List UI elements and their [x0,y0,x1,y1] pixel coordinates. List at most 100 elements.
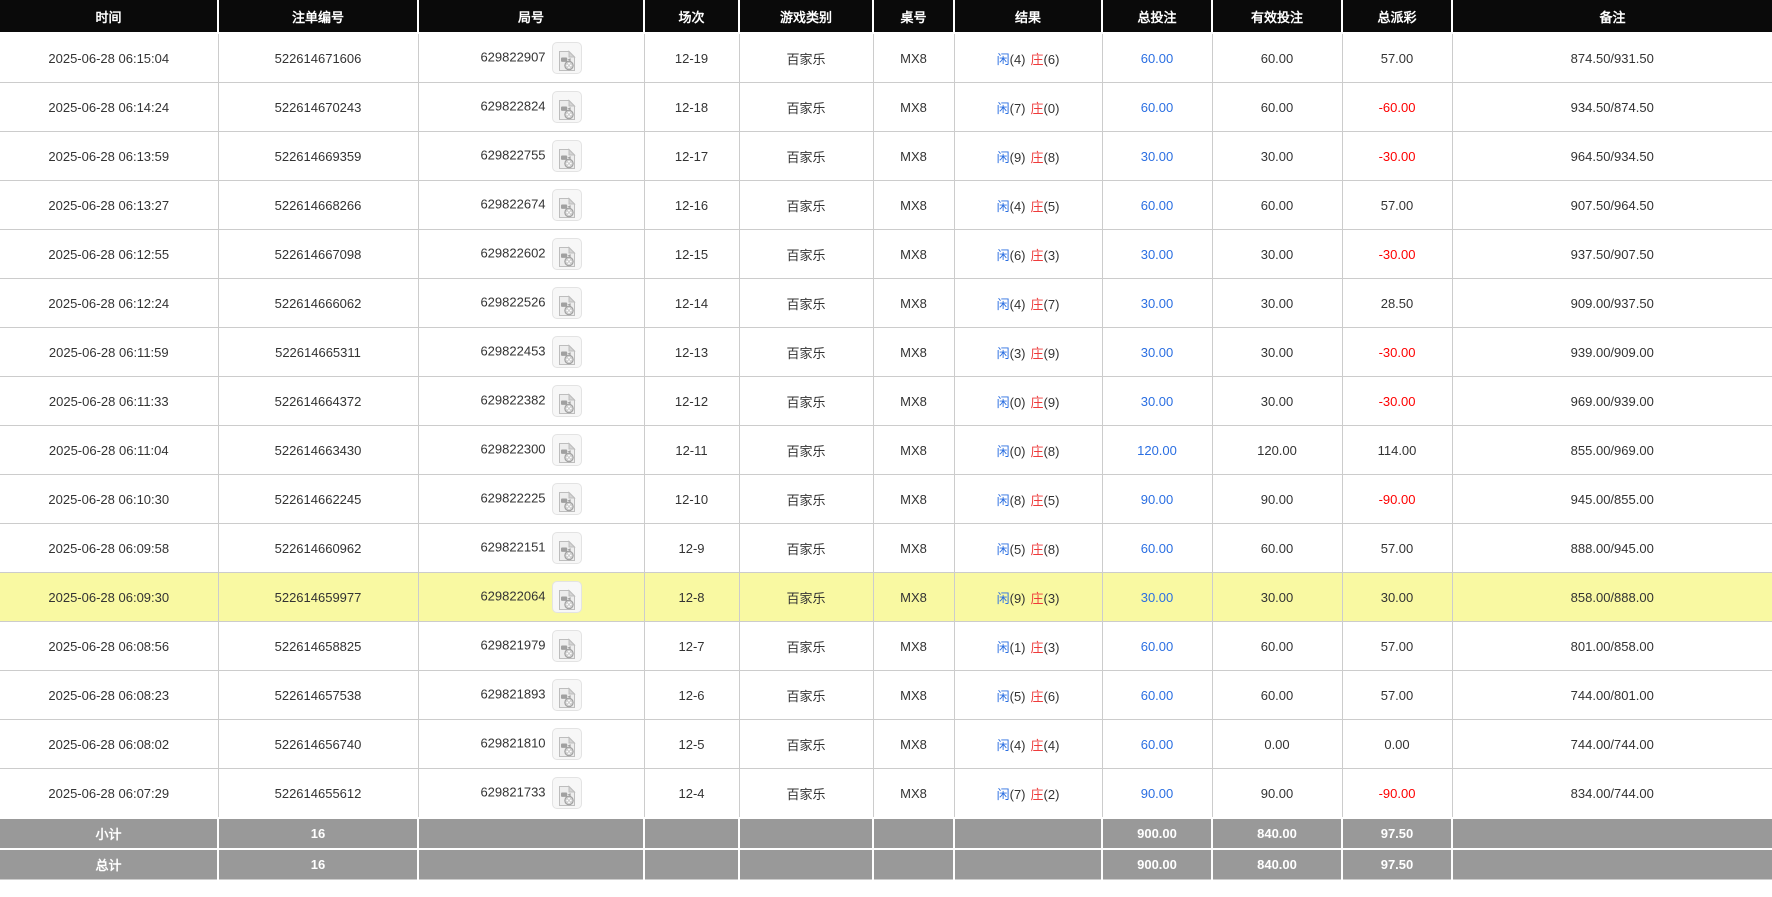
summary-empty-round-cell [418,848,645,880]
bet-id-cell: 522614668266 [218,180,419,230]
table-row[interactable]: 2025-06-28 06:15:04 522614671606 6298229… [0,33,1772,83]
col-header-payout: 总派彩 [1342,0,1453,34]
video-file-icon [558,588,576,610]
bet-id-value: 522614664372 [274,393,362,409]
remark-cell: 969.00/939.00 [1452,376,1772,426]
valid-bet-value: 60.00 [1260,540,1294,556]
table-row[interactable]: 2025-06-28 06:12:24 522614666062 6298225… [0,278,1772,328]
table-row[interactable]: 2025-06-28 06:13:27 522614668266 6298226… [0,180,1772,230]
game-type-cell: 百家乐 [739,131,874,181]
table-row[interactable]: 2025-06-28 06:11:04 522614663430 6298223… [0,425,1772,475]
payout-value: 57.00 [1380,50,1414,66]
round-value: 629822755 [480,147,546,163]
col-header-total-bet: 总投注 [1102,0,1213,34]
round-cell: 629822064 [418,572,645,622]
valid-bet-value: 30.00 [1260,393,1294,409]
video-replay-button[interactable] [551,434,582,466]
time-value: 2025-06-28 06:11:04 [48,442,169,458]
video-file-icon [558,98,576,120]
session-cell: 12-17 [644,131,740,181]
video-replay-button[interactable] [551,728,582,760]
table-row[interactable]: 2025-06-28 06:09:30 522614659977 6298220… [0,572,1772,622]
table-row[interactable]: 2025-06-28 06:09:58 522614660962 6298221… [0,523,1772,573]
summary-count-cell: 16 [218,848,419,880]
video-replay-button[interactable] [551,532,582,564]
table-id-cell: MX8 [873,572,955,622]
table-id-value: MX8 [900,736,927,752]
player-result-label: 闲 [996,51,1010,67]
summary-label: 小计 [95,827,122,842]
total-bet-cell: 30.00 [1102,327,1213,377]
bet-id-value: 522614659977 [274,589,362,605]
player-result-score: (8) [1009,492,1026,508]
round-cell: 629822382 [418,376,645,426]
table-row[interactable]: 2025-06-28 06:07:29 522614655612 6298217… [0,768,1772,819]
round-value: 629822382 [480,392,546,408]
payout-cell: 57.00 [1342,33,1453,83]
video-replay-button[interactable] [551,777,582,809]
video-replay-button[interactable] [551,189,582,221]
table-id-cell: MX8 [873,180,955,230]
total-bet-cell: 60.00 [1102,670,1213,720]
table-row[interactable]: 2025-06-28 06:11:59 522614665311 6298224… [0,327,1772,377]
video-replay-button[interactable] [551,630,582,662]
banker-result-label: 庄 [1030,394,1044,410]
round-value: 629821810 [480,735,546,751]
summary-payout-cell: 97.50 [1342,817,1453,849]
round-value: 629822526 [480,294,546,310]
valid-bet-value: 60.00 [1260,99,1294,115]
game-type-value: 百家乐 [786,492,826,508]
table-row[interactable]: 2025-06-28 06:14:24 522614670243 6298228… [0,82,1772,132]
video-replay-button[interactable] [551,42,582,74]
valid-bet-cell: 0.00 [1212,719,1343,769]
video-replay-button[interactable] [551,581,582,613]
time-cell: 2025-06-28 06:15:04 [0,33,219,83]
table-row[interactable]: 2025-06-28 06:12:55 522614667098 6298226… [0,229,1772,279]
video-replay-button[interactable] [551,679,582,711]
video-replay-button[interactable] [551,287,582,319]
remark-value: 744.00/744.00 [1570,736,1654,752]
table-row[interactable]: 2025-06-28 06:08:23 522614657538 6298218… [0,670,1772,720]
valid-bet-value: 120.00 [1257,442,1297,458]
table-row[interactable]: 2025-06-28 06:11:33 522614664372 6298223… [0,376,1772,426]
table-id-cell: MX8 [873,425,955,475]
summary-empty-table-cell [873,848,955,880]
game-type-value: 百家乐 [786,737,826,753]
bet-id-value: 522614668266 [274,197,362,213]
valid-bet-value: 60.00 [1260,50,1294,66]
summary-empty-session-cell [644,817,740,849]
time-value: 2025-06-28 06:10:30 [48,491,170,507]
payout-cell: 0.00 [1342,719,1453,769]
table-row[interactable]: 2025-06-28 06:08:56 522614658825 6298219… [0,621,1772,671]
video-replay-button[interactable] [551,238,582,270]
round-cell: 629822824 [418,82,645,132]
session-value: 12-8 [678,589,705,605]
video-file-icon [558,539,576,561]
time-value: 2025-06-28 06:08:02 [48,736,170,752]
banker-result-score: (3) [1043,590,1060,606]
game-type-cell: 百家乐 [739,327,874,377]
summary-total-bet-cell: 900.00 [1102,848,1213,880]
table-id-value: MX8 [900,197,927,213]
table-row[interactable]: 2025-06-28 06:08:02 522614656740 6298218… [0,719,1772,769]
video-file-icon [558,343,576,365]
table-row[interactable]: 2025-06-28 06:10:30 522614662245 6298222… [0,474,1772,524]
table-id-value: MX8 [900,50,927,66]
remark-value: 907.50/964.50 [1570,197,1654,213]
valid-bet-cell: 60.00 [1212,523,1343,573]
result-cell: 闲(9) 庄(3) [954,572,1103,622]
video-replay-button[interactable] [551,91,582,123]
game-type-cell: 百家乐 [739,229,874,279]
video-replay-button[interactable] [551,483,582,515]
session-value: 12-14 [674,295,709,311]
video-replay-button[interactable] [551,385,582,417]
video-replay-button[interactable] [551,336,582,368]
banker-result-label: 庄 [1030,198,1044,214]
round-value: 629822064 [480,588,546,604]
video-replay-button[interactable] [551,140,582,172]
table-id-value: MX8 [900,246,927,262]
remark-cell: 874.50/931.50 [1452,33,1772,83]
table-row[interactable]: 2025-06-28 06:13:59 522614669359 6298227… [0,131,1772,181]
table-id-cell: MX8 [873,327,955,377]
